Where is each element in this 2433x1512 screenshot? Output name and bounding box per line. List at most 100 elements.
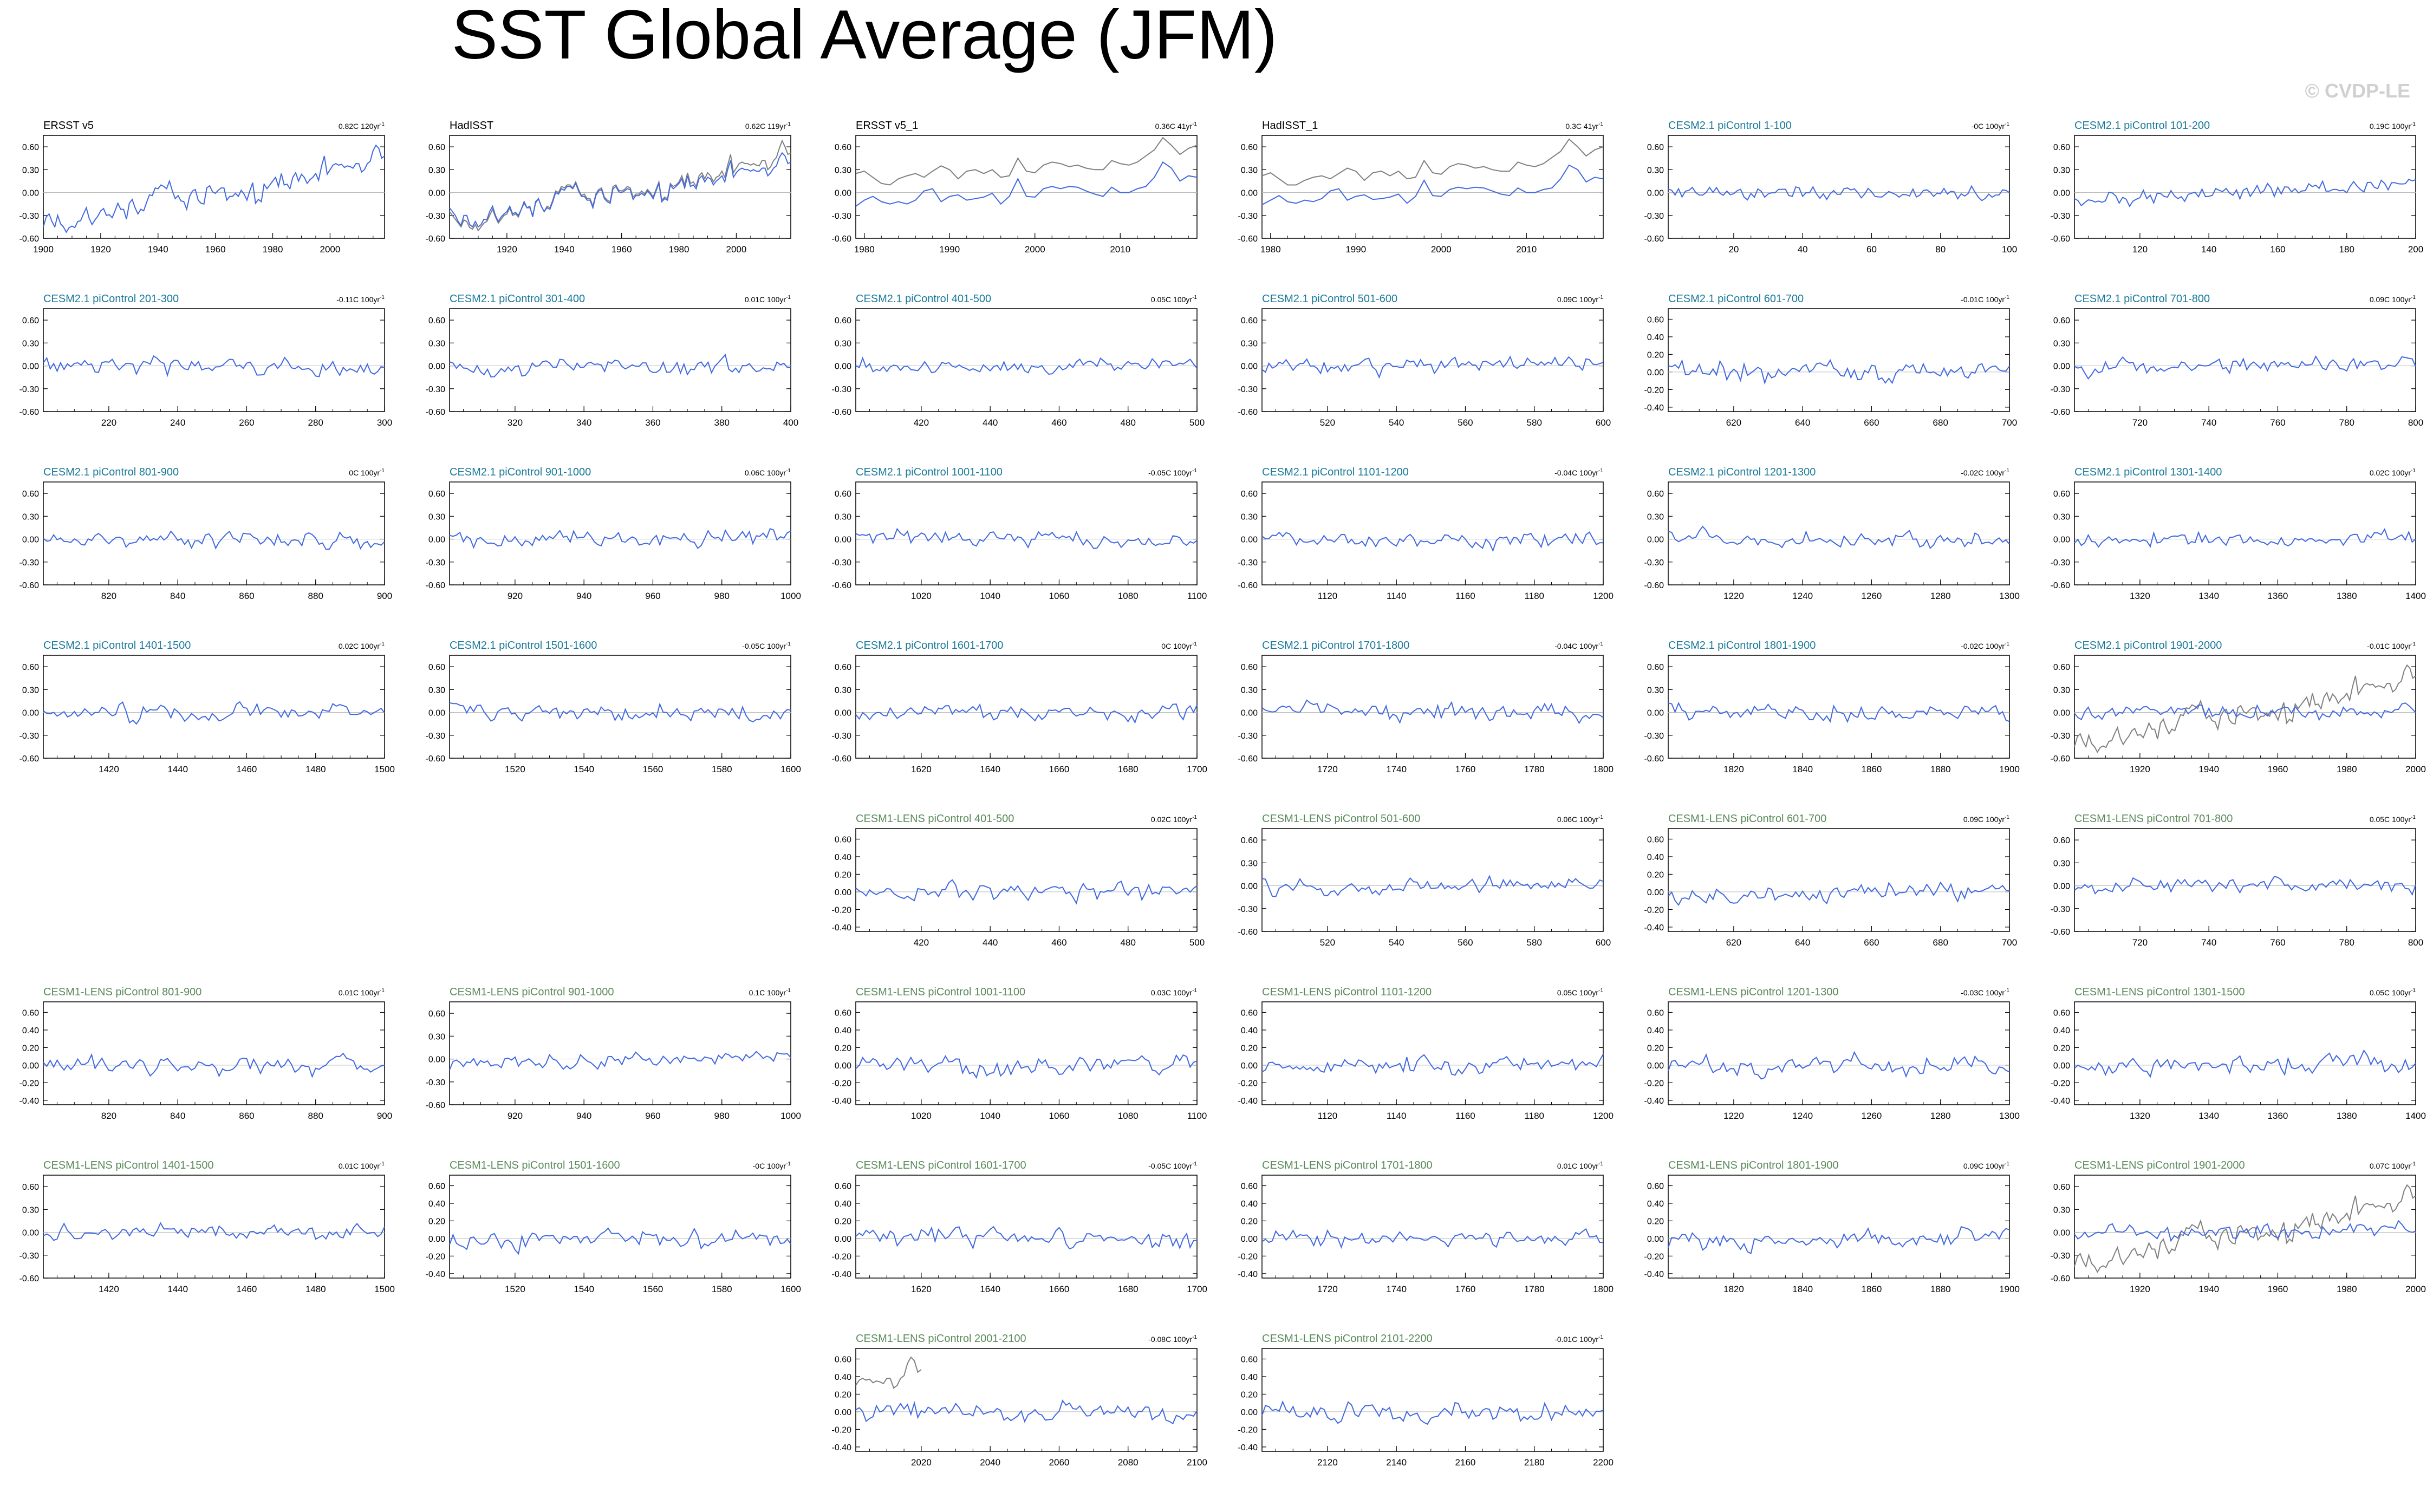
x-tick-label: 980 <box>714 591 730 601</box>
y-tick-label: 0.30 <box>2053 339 2070 348</box>
series-line <box>2074 1220 2416 1242</box>
x-tick-label: 380 <box>714 418 730 428</box>
x-tick-label: 1680 <box>1118 764 1139 774</box>
y-tick-label: 0.20 <box>835 1044 851 1053</box>
panel-title: CESM1-LENS piControl 601-700 <box>1668 813 1826 825</box>
y-tick-label: 0.60 <box>1241 316 1258 325</box>
x-tick-label: 720 <box>2132 418 2148 428</box>
panel-frame <box>449 481 791 585</box>
y-tick-label: 0.30 <box>22 512 39 522</box>
x-tick-label: 400 <box>783 418 798 428</box>
x-tick-label: 1340 <box>2198 591 2219 601</box>
x-tick-label: 240 <box>170 418 185 428</box>
x-tick-label: 40 <box>1798 244 1808 255</box>
chart-panel: CESM2.1 piControl 501-600 0.09C 100yr-1 52… <box>1238 293 1611 428</box>
series-line <box>2074 355 2416 380</box>
x-tick-label: 660 <box>1864 418 1879 428</box>
chart-panel: CESM1-LENS piControl 2001-2100 -0.08C 100… <box>832 1333 1207 1468</box>
x-tick-label: 1440 <box>167 764 188 774</box>
panel-frame <box>855 1001 1198 1105</box>
x-tick-label: 1600 <box>780 1284 801 1294</box>
chart-panel: CESM2.1 piControl 301-400 0.01C 100yr-1 32… <box>426 293 799 428</box>
x-tick-label: 2000 <box>320 244 340 255</box>
panel-trend-label: 0.09C 100yr-1 <box>2370 295 2416 304</box>
panel-frame <box>1668 655 2010 759</box>
x-tick-label: 1400 <box>2405 591 2426 601</box>
y-tick-label: -0.40 <box>832 1443 852 1452</box>
y-tick-label: -0.60 <box>426 581 446 590</box>
y-tick-label: 0.00 <box>1647 709 1664 718</box>
y-tick-label: 0.60 <box>835 663 851 672</box>
chart-panel: CESM2.1 piControl 101-200 0.19C 100yr-1 12… <box>2051 120 2424 255</box>
x-tick-label: 1460 <box>237 1284 257 1294</box>
chart-panel: CESM2.1 piControl 1001-1100 -0.05C 100yr-… <box>832 466 1207 601</box>
panel-trend-label: -0.08C 100yr-1 <box>1148 1334 1197 1344</box>
x-tick-label: 1880 <box>1930 1284 1951 1294</box>
figure-title: SST Global Average (JFM) <box>452 0 1278 74</box>
y-tick-label: -0.20 <box>832 1252 852 1261</box>
y-tick-label: -0.60 <box>1238 408 1258 417</box>
y-tick-label: 0.60 <box>22 663 39 672</box>
y-tick-label: 0.60 <box>2053 490 2070 499</box>
y-tick-label: 0.60 <box>835 316 851 325</box>
panel-trend-label: 0.02C 100yr-1 <box>2370 468 2416 477</box>
series-line <box>855 879 1198 905</box>
x-tick-label: 1940 <box>2198 764 2219 774</box>
x-tick-label: 1540 <box>574 1284 594 1294</box>
x-tick-label: 2020 <box>911 1457 932 1468</box>
y-tick-label: -0.30 <box>832 732 852 741</box>
panel-title: CESM1-LENS piControl 1001-1100 <box>856 986 1025 998</box>
series-line <box>855 527 1198 549</box>
panel-trend-label: 0.36C 41yr-1 <box>1155 121 1198 131</box>
series-line <box>1261 164 1604 205</box>
x-tick-label: 280 <box>308 418 323 428</box>
series-line <box>855 161 1198 207</box>
chart-panel: HadISST_1 0.3C 41yr-1 1980 1990 2000 2010 -0.6… <box>1238 120 1604 255</box>
x-tick-label: 1100 <box>1187 591 1207 601</box>
panel-title: ERSST v5 <box>43 120 94 132</box>
x-tick-label: 1820 <box>1723 1284 1744 1294</box>
y-tick-label: 0.00 <box>22 189 39 198</box>
x-tick-label: 2200 <box>1593 1457 1614 1468</box>
x-tick-label: 1980 <box>263 244 283 255</box>
x-tick-label: 700 <box>2002 937 2017 948</box>
chart-panel: CESM1-LENS piControl 1401-1500 0.01C 100y… <box>19 1159 395 1294</box>
y-tick-label: -0.30 <box>1644 732 1664 741</box>
x-tick-label: 780 <box>2339 937 2354 948</box>
y-tick-label: -0.60 <box>1238 928 1258 937</box>
panel-title: CESM2.1 piControl 1301-1400 <box>2074 466 2222 478</box>
x-tick-label: 900 <box>377 591 392 601</box>
x-tick-label: 500 <box>1189 418 1205 428</box>
x-tick-label: 560 <box>1458 937 1473 948</box>
y-tick-label: 0.30 <box>1241 686 1258 695</box>
y-tick-label: -0.30 <box>1238 558 1258 568</box>
chart-panel: CESM2.1 piControl 1501-1600 -0.05C 100yr-… <box>426 640 801 774</box>
obs-series-line <box>1261 138 1604 186</box>
panel-trend-label: -0.05C 100yr-1 <box>1148 468 1197 477</box>
x-tick-label: 600 <box>1596 937 1611 948</box>
x-tick-label: 2010 <box>1516 244 1537 255</box>
y-tick-label: 0.00 <box>428 709 445 718</box>
obs-series-line <box>855 136 1198 186</box>
panel-title: CESM2.1 piControl 301-400 <box>450 293 585 305</box>
y-tick-label: 0.60 <box>1241 663 1258 672</box>
y-tick-label: 0.00 <box>835 1235 851 1244</box>
panel-frame <box>1668 1175 2010 1279</box>
panel-frame <box>2074 1175 2416 1279</box>
panel-trend-label: 0.09C 100yr-1 <box>1557 295 1604 304</box>
y-tick-label: 0.30 <box>22 686 39 695</box>
chart-panel: CESM2.1 piControl 1401-1500 0.02C 100yr-1… <box>19 640 395 774</box>
y-tick-label: -0.20 <box>426 1252 446 1261</box>
y-tick-label: -0.40 <box>2051 1097 2071 1106</box>
y-tick-label: 0.00 <box>22 1229 39 1238</box>
panel-frame <box>449 1175 791 1279</box>
series-line <box>855 356 1198 375</box>
chart-panel: ERSST v5_1 0.36C 41yr-1 1980 1990 2000 2010 -0… <box>832 120 1198 255</box>
x-tick-label: 120 <box>2132 244 2148 255</box>
x-tick-label: 1580 <box>712 764 732 774</box>
x-tick-label: 60 <box>1866 244 1877 255</box>
y-tick-label: -0.60 <box>426 408 446 417</box>
panel-trend-label: 0.03C 100yr-1 <box>1151 988 1198 997</box>
y-tick-label: 0.00 <box>835 709 851 718</box>
panel-trend-label: 0.02C 100yr-1 <box>1151 814 1198 824</box>
